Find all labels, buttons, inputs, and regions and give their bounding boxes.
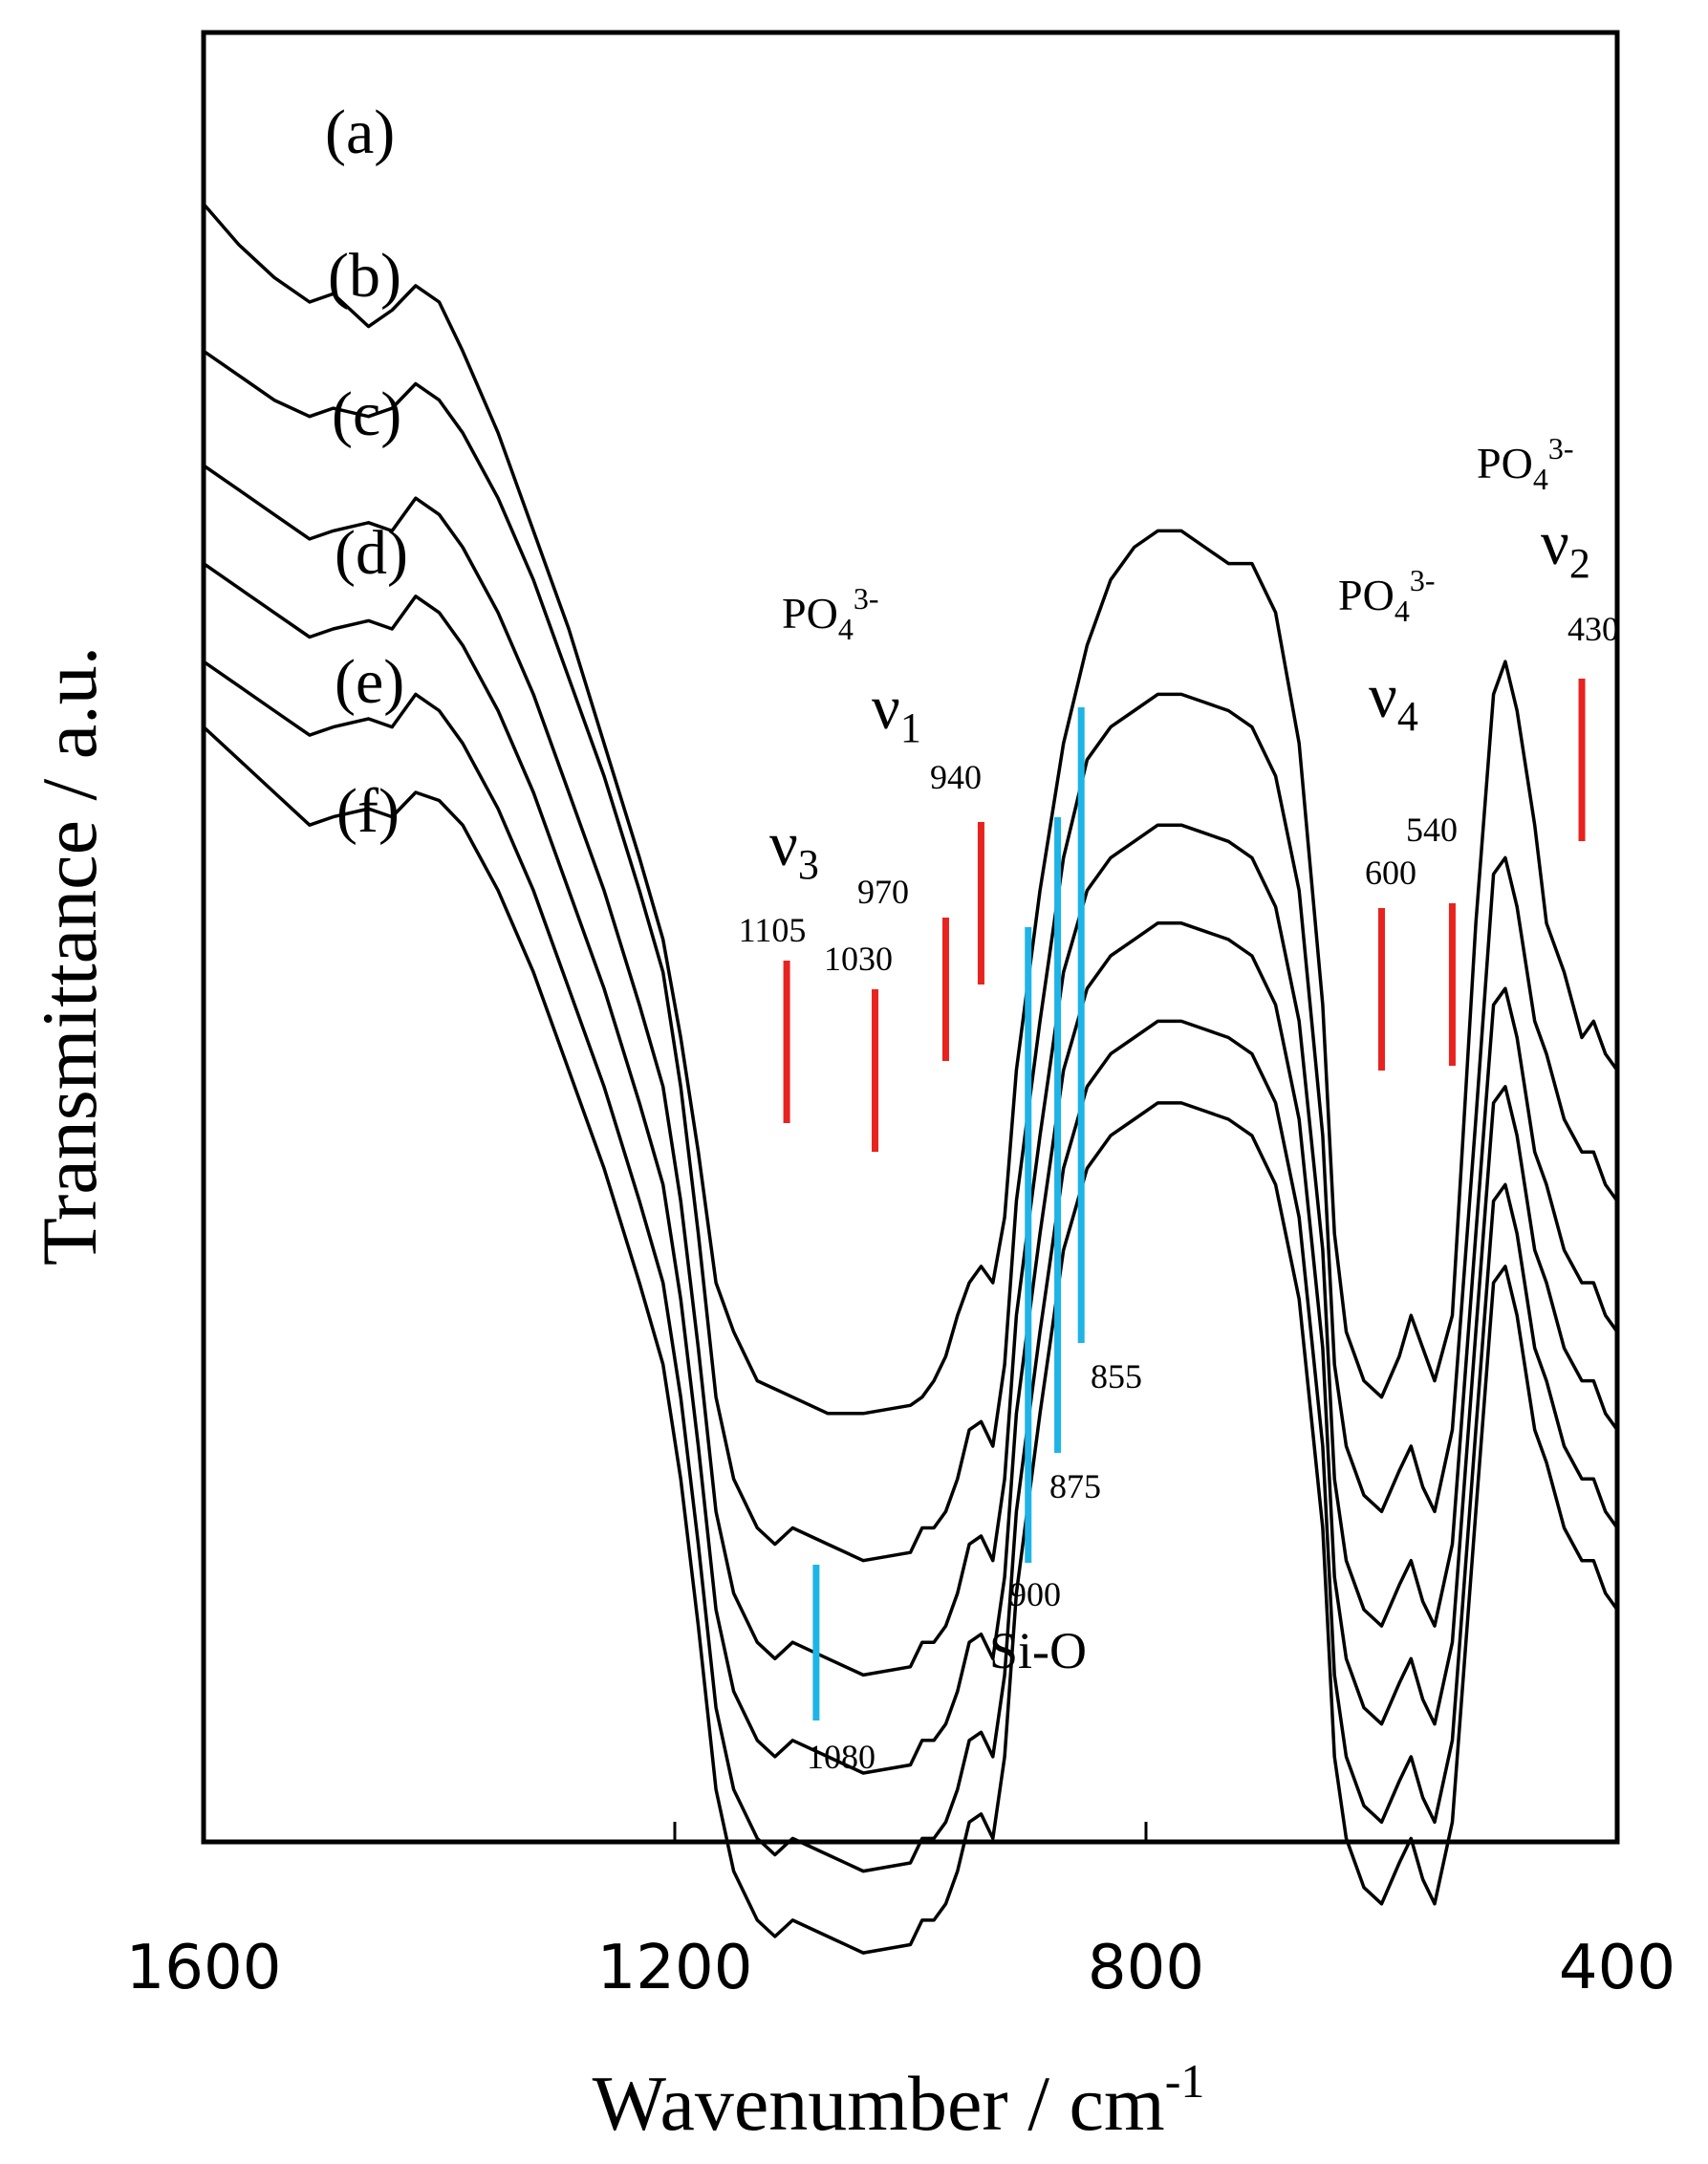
band-label-1030: 1030 xyxy=(824,940,893,978)
plot-frame xyxy=(201,30,1620,1845)
x-tick-label-800: 800 xyxy=(1088,1933,1204,2003)
x-tick-labels: 1600 1200 800 400 xyxy=(126,1933,1676,2003)
series-line-c xyxy=(203,464,1619,1677)
series-label-a: (a) xyxy=(325,97,395,167)
annotation-po4-v1: PO43- xyxy=(782,581,878,646)
band-label-855: 855 xyxy=(1091,1357,1142,1396)
band-label-540: 540 xyxy=(1406,811,1458,849)
annotation-v1: ν1 xyxy=(872,673,921,751)
band-label-900: 900 xyxy=(1009,1575,1061,1613)
series-line-a xyxy=(202,203,1619,1416)
series-label-e: (e) xyxy=(335,647,404,717)
x-tick-label-400: 400 xyxy=(1559,1933,1676,2003)
band-label-970: 970 xyxy=(857,873,909,911)
series-labels: (a) (b) (c) (d) (e) (f) xyxy=(325,97,408,846)
band-label-600: 600 xyxy=(1365,854,1416,892)
series-line-f xyxy=(202,725,1619,1955)
spectra-group xyxy=(202,203,1619,1955)
x-axis-title: Wavenumber / cm-1 xyxy=(593,2054,1205,2147)
annotation-si-o: Si-O xyxy=(989,1622,1087,1679)
series-label-c: (c) xyxy=(332,379,401,449)
series-line-b xyxy=(203,349,1619,1563)
band-markers-group xyxy=(783,679,1586,1720)
x-tick-label-1600: 1600 xyxy=(126,1933,282,2003)
annotation-po4-v4: PO43- xyxy=(1338,563,1435,628)
series-label-b: (b) xyxy=(328,241,401,311)
annotation-v4: ν4 xyxy=(1369,661,1418,740)
series-label-d: (d) xyxy=(335,518,408,588)
annotation-v2: ν2 xyxy=(1541,509,1590,587)
band-label-1105: 1105 xyxy=(739,911,807,949)
band-label-940: 940 xyxy=(930,758,982,796)
annotation-po4-v2: PO43- xyxy=(1477,431,1573,496)
band-label-875: 875 xyxy=(1049,1467,1101,1505)
series-line-e xyxy=(203,660,1619,1873)
band-label-1080: 1080 xyxy=(807,1738,876,1776)
annotations: ν3 PO43- ν1 PO43- ν4 PO43- ν2 Si-O xyxy=(769,431,1590,1679)
y-axis-title: Transmittance / a.u. xyxy=(26,646,113,1266)
series-line-d xyxy=(203,562,1619,1775)
band-label-430: 430 xyxy=(1567,610,1619,648)
x-ticks-group xyxy=(673,1822,1148,1842)
x-tick-label-1200: 1200 xyxy=(597,1933,753,2003)
annotation-v3: ν3 xyxy=(769,810,819,888)
series-label-f: (f) xyxy=(336,776,400,846)
band-labels-group: 1105 1030 970 940 600 540 430 1080 900 875 855 xyxy=(739,610,1619,1776)
